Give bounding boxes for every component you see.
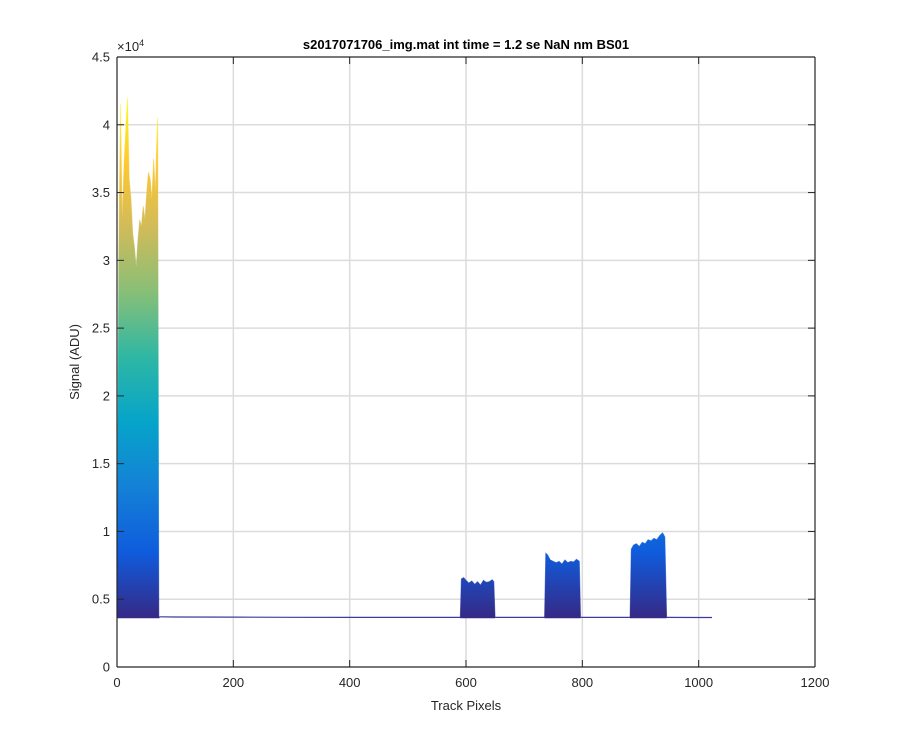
series-group <box>116 97 712 619</box>
y-axis-label: Signal (ADU) <box>67 324 82 400</box>
y-tick-label: 2 <box>103 388 110 403</box>
y-exponent-power: 4 <box>139 38 144 48</box>
y-tick-label: 1 <box>103 524 110 539</box>
series-area-4 <box>544 553 581 619</box>
grid <box>117 57 815 667</box>
x-tick-labels: 0 200 400 600 800 1000 1200 <box>113 675 829 690</box>
x-tick-label: 600 <box>455 675 477 690</box>
series-area-2 <box>460 577 496 619</box>
y-tick-label: 2.5 <box>92 321 110 336</box>
x-tick-label: 1000 <box>684 675 713 690</box>
y-tick-label: 0 <box>103 660 110 675</box>
series-line-1 <box>159 616 461 618</box>
x-tick-label: 1200 <box>801 675 830 690</box>
y-tick-label: 3.5 <box>92 185 110 200</box>
y-tick-label: 4.5 <box>92 50 110 65</box>
series-outline-0 <box>116 97 160 618</box>
x-tick-label: 800 <box>571 675 593 690</box>
series-outline-6 <box>629 532 668 618</box>
y-exponent-label: ×104 <box>117 38 144 54</box>
y-exponent-base: ×10 <box>117 39 139 54</box>
series-area-6 <box>630 532 667 619</box>
y-tick-label: 1.5 <box>92 456 110 471</box>
y-tick-labels: 0 0.5 1 1.5 2 2.5 3 3.5 4 4.5 <box>92 50 110 675</box>
x-tick-label: 200 <box>222 675 244 690</box>
y-tick-label: 4 <box>103 117 110 132</box>
x-axis-label: Track Pixels <box>431 698 502 713</box>
y-tick-label: 3 <box>103 253 110 268</box>
y-tick-label: 0.5 <box>92 592 110 607</box>
x-tick-label: 0 <box>113 675 120 690</box>
chart-title: s2017071706_img.mat int time = 1.2 se Na… <box>303 37 629 52</box>
series-outline-4 <box>544 552 581 618</box>
x-tick-label: 400 <box>339 675 361 690</box>
axes <box>116 56 816 668</box>
series-area-0 <box>117 97 160 619</box>
series-outline-2 <box>459 576 496 618</box>
